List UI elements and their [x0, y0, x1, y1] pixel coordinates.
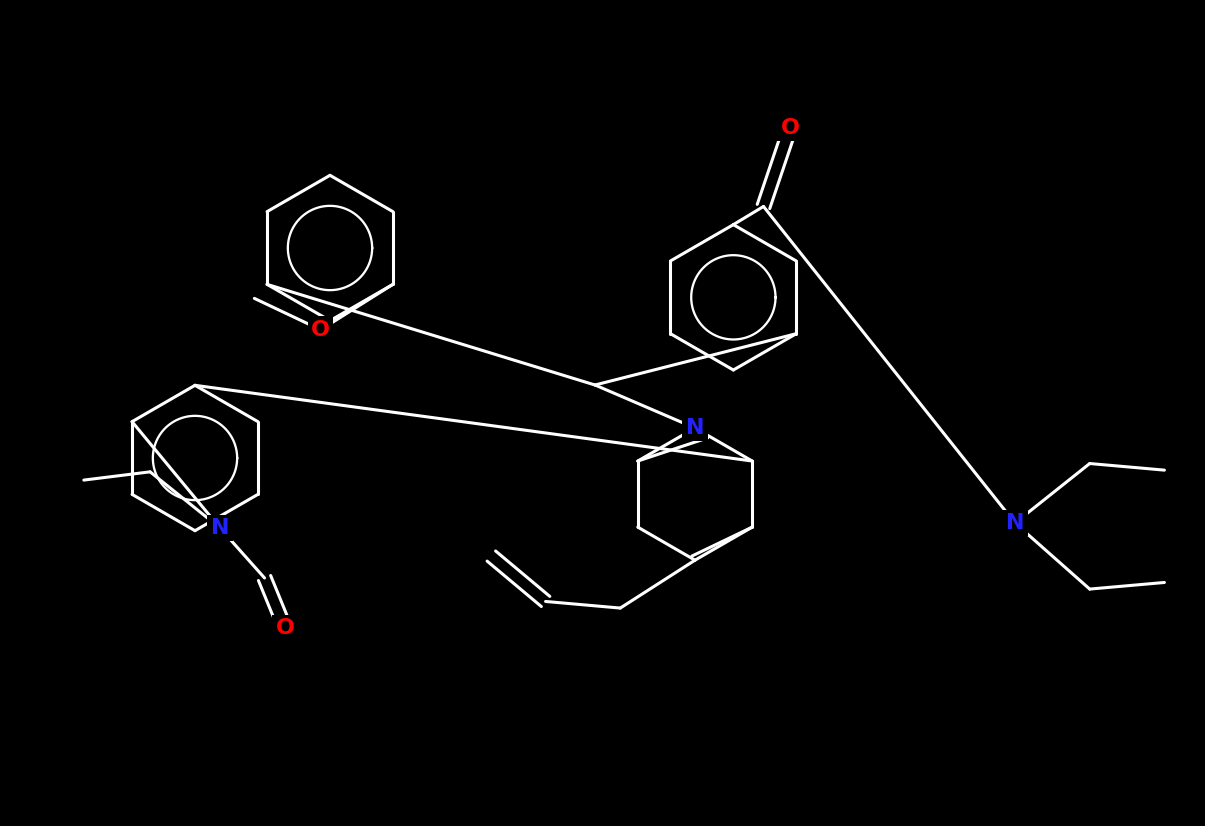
Text: N: N [1006, 513, 1024, 533]
Text: O: O [311, 320, 330, 339]
Text: O: O [781, 118, 799, 138]
Text: N: N [211, 518, 229, 538]
Text: N: N [686, 418, 704, 438]
Text: O: O [276, 618, 294, 638]
